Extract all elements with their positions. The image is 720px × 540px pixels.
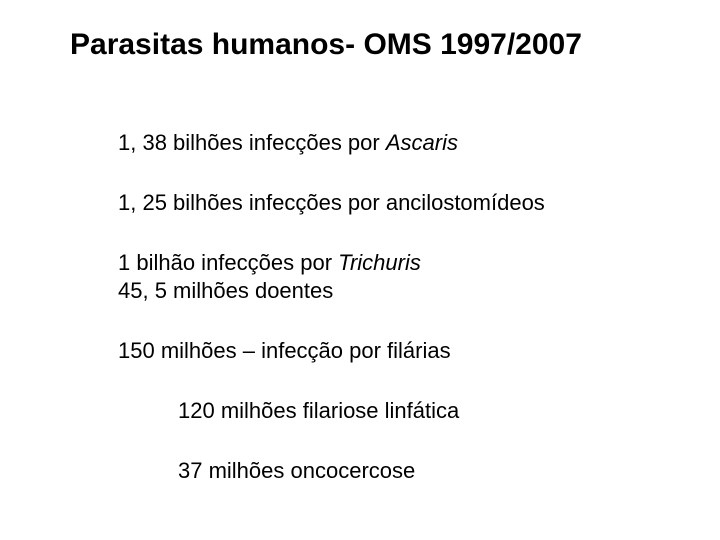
ascaris-italic-text: Ascaris [386, 130, 458, 155]
line-trichuris: 1 bilhão infecções por Trichuris [118, 250, 421, 276]
line-filarias: 150 milhões – infecção por filárias [118, 338, 451, 364]
slide-title: Parasitas humanos- OMS 1997/2007 [70, 28, 582, 62]
trichuris-pre-text: 1 bilhão infecções por [118, 250, 338, 275]
ascaris-pre-text: 1, 38 bilhões infecções por [118, 130, 386, 155]
trichuris-italic-text: Trichuris [338, 250, 421, 275]
line-linfatica: 120 milhões filariose linfática [178, 398, 459, 424]
line-ascaris: 1, 38 bilhões infecções por Ascaris [118, 130, 458, 156]
line-ancilostomideos: 1, 25 bilhões infecções por ancilostomíd… [118, 190, 545, 216]
line-oncocercose: 37 milhões oncocercose [178, 458, 415, 484]
line-doentes: 45, 5 milhões doentes [118, 278, 333, 304]
